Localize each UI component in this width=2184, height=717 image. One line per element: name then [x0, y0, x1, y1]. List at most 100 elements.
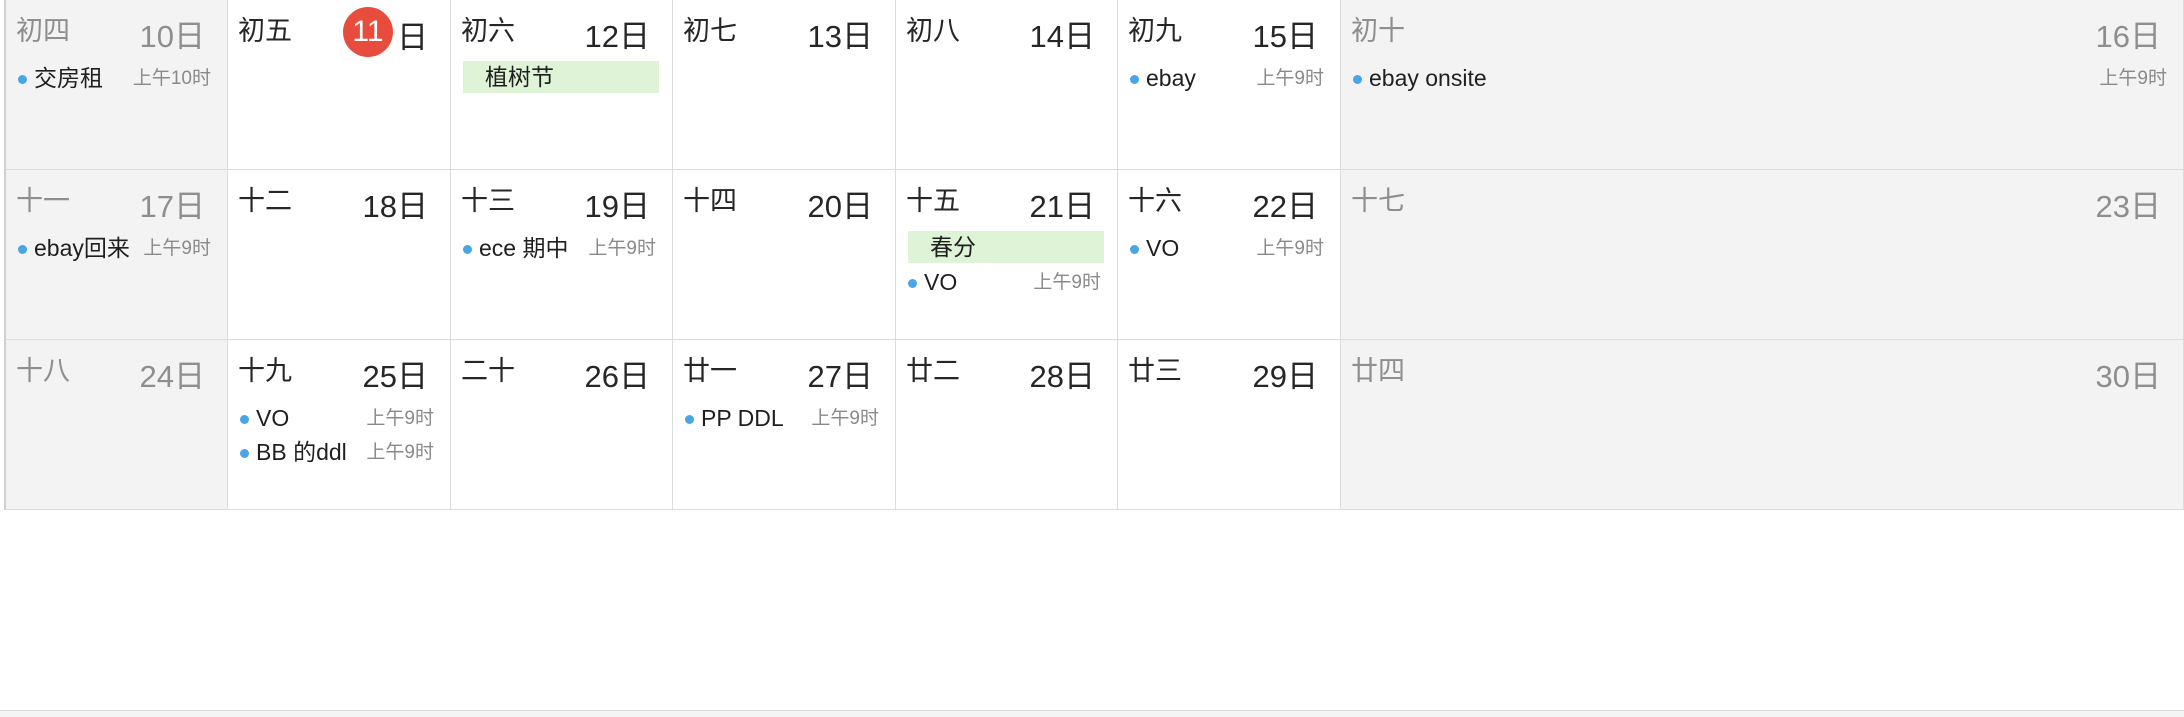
event-dot-icon [463, 245, 472, 254]
day-cell[interactable]: 初四 10日交房租 上午10时 [4, 0, 228, 170]
event-dot-icon [18, 245, 27, 254]
day-number: 22日 [1252, 189, 1318, 224]
day-cell[interactable]: 二十 26日 [451, 340, 673, 510]
all-day-event[interactable]: 植树节 [463, 61, 659, 93]
event-time: 上午9时 [1256, 238, 1324, 259]
event-dot-icon [240, 415, 249, 424]
day-cell[interactable]: 十八 24日 [4, 340, 228, 510]
lunar-date: 廿三 [1128, 356, 1182, 386]
lunar-date: 初十 [1351, 16, 1405, 46]
calendar-event[interactable]: VO 上午9时 [896, 265, 1117, 299]
calendar-event[interactable]: VO 上午9时 [1118, 231, 1340, 265]
event-title: VO [924, 269, 958, 295]
day-cell[interactable]: 十五 21日 春分 VO 上午9时 [896, 170, 1118, 340]
calendar-event[interactable]: VO 上午9时 [228, 401, 450, 435]
event-dot-icon [685, 415, 694, 424]
event-list: ebay回来 上午9时 [6, 231, 227, 265]
day-cell[interactable]: 十七 23日 [1341, 170, 2184, 340]
day-number: 26日 [584, 359, 650, 394]
day-cell[interactable]: 初九 15日 ebay 上午9时 [1118, 0, 1341, 170]
day-cell[interactable]: 初六 12日植树节 [451, 0, 673, 170]
day-cell[interactable]: 廿四 30日 [1341, 340, 2184, 510]
event-title: PP DDL [701, 405, 784, 431]
lunar-date: 廿二 [906, 356, 960, 386]
event-title: VO [1146, 235, 1180, 261]
calendar-event[interactable]: PP DDL 上午9时 [673, 401, 895, 435]
lunar-date: 初八 [906, 16, 960, 46]
day-cell[interactable]: 十九 25日 VO 上午9时 BB 的ddl 上午9时 [228, 340, 451, 510]
lunar-date: 十五 [906, 186, 960, 216]
day-cell[interactable]: 廿二 28日 [896, 340, 1118, 510]
lunar-date: 初六 [461, 16, 515, 46]
event-title: VO [256, 405, 290, 431]
event-list: 交房租 上午10时 [6, 61, 227, 95]
lunar-date: 十七 [1351, 186, 1405, 216]
day-cell[interactable]: 初八 14日 [896, 0, 1118, 170]
all-day-event[interactable]: 春分 [908, 231, 1104, 263]
lunar-date: 二十 [461, 356, 515, 386]
event-time: 上午9时 [366, 442, 434, 463]
event-title: 交房租 [34, 65, 103, 91]
calendar-event[interactable]: 交房租 上午10时 [6, 61, 227, 95]
event-time: 上午9时 [1033, 272, 1101, 293]
day-cell[interactable]: 十四 20日 [673, 170, 896, 340]
lunar-date: 初四 [16, 16, 70, 46]
day-number: 24日 [139, 359, 205, 394]
event-dot-icon [1353, 75, 1362, 84]
event-list: ece 期中 上午9时 [451, 231, 672, 265]
event-list: ebay 上午9时 [1118, 61, 1340, 95]
lunar-date: 十九 [238, 356, 292, 386]
lunar-date: 初九 [1128, 16, 1182, 46]
event-list: PP DDL 上午9时 [673, 401, 895, 435]
event-title: ebay onsite [1369, 65, 1487, 91]
event-time: 上午9时 [811, 408, 879, 429]
day-suffix: 日 [397, 19, 428, 55]
event-title: BB 的ddl [256, 439, 347, 465]
event-time: 上午9时 [366, 408, 434, 429]
event-time: 上午9时 [2099, 68, 2167, 89]
lunar-date: 初七 [683, 16, 737, 46]
lunar-date: 十四 [683, 186, 737, 216]
day-cell[interactable]: 十六 22日 VO 上午9时 [1118, 170, 1341, 340]
day-cell[interactable]: 十三 19日 ece 期中 上午9时 [451, 170, 673, 340]
calendar-event[interactable]: ebay onsite 上午9时 [1341, 61, 2183, 95]
day-number: 12日 [584, 19, 650, 54]
lunar-date: 廿四 [1351, 356, 1405, 386]
lunar-date: 初五 [238, 16, 292, 46]
day-cell[interactable]: 廿一 27日 PP DDL 上午9时 [673, 340, 896, 510]
day-number: 15日 [1252, 19, 1318, 54]
day-number: 19日 [584, 189, 650, 224]
calendar-event[interactable]: ece 期中 上午9时 [451, 231, 672, 265]
day-number: 10日 [139, 19, 205, 54]
lunar-date: 十八 [16, 356, 70, 386]
day-cell[interactable]: 十一 17日 ebay回来 上午9时 [4, 170, 228, 340]
day-number: 16日 [2095, 19, 2161, 54]
calendar-event[interactable]: BB 的ddl 上午9时 [228, 435, 450, 469]
event-dot-icon [1130, 245, 1139, 254]
event-time: 上午9时 [1256, 68, 1324, 89]
event-list: ebay onsite 上午9时 [1341, 61, 2183, 95]
event-title: ece 期中 [479, 235, 569, 261]
day-number: 25日 [362, 359, 428, 394]
day-cell[interactable]: 初十 16日 ebay onsite 上午9时 [1341, 0, 2184, 170]
event-list: 植树节 [451, 61, 672, 95]
event-title: ebay回来 [34, 235, 130, 261]
event-title: ebay [1146, 65, 1196, 91]
lunar-date: 廿一 [683, 356, 737, 386]
day-number: 17日 [139, 189, 205, 224]
event-dot-icon [908, 279, 917, 288]
next-week-row-edge [0, 710, 2184, 717]
calendar-event[interactable]: ebay 上午9时 [1118, 61, 1340, 95]
event-list: VO 上午9时 [1118, 231, 1340, 265]
lunar-date: 十三 [461, 186, 515, 216]
event-time: 上午10时 [132, 68, 211, 89]
day-cell[interactable]: 初五 11 日 [228, 0, 451, 170]
day-number: 13日 [807, 19, 873, 54]
day-number: 14日 [1029, 19, 1095, 54]
calendar-event[interactable]: ebay回来 上午9时 [6, 231, 227, 265]
event-time: 上午9时 [143, 238, 211, 259]
day-cell[interactable]: 廿三 29日 [1118, 340, 1341, 510]
day-cell[interactable]: 十二 18日 [228, 170, 451, 340]
day-cell[interactable]: 初七 13日 [673, 0, 896, 170]
